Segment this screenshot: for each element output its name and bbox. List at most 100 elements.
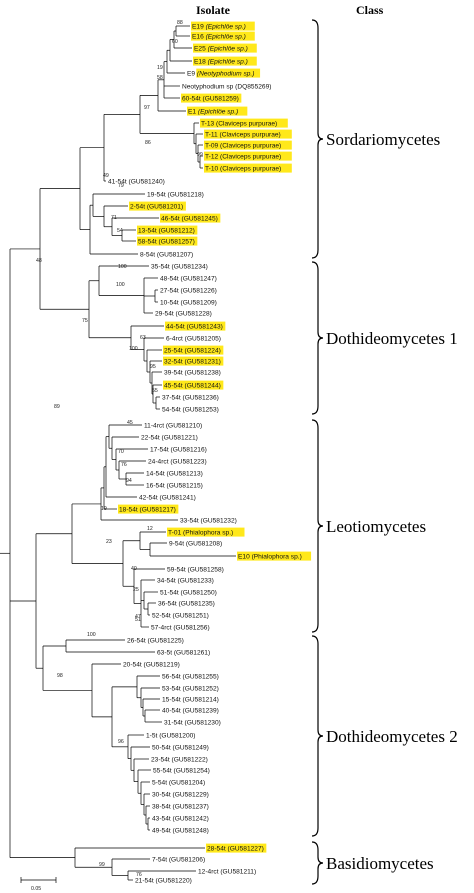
leaf-label-s2: 2-54t (GU581201)	[130, 203, 183, 210]
bootstrap-value: 89	[54, 404, 60, 410]
class-braces: Sordariomycetes Dothideomycetes 1 Leotiomy…	[311, 19, 458, 885]
leaf-label-s31: 31-54t (GU581230)	[164, 719, 221, 726]
leaf-label-s16: 16-54t (GU581215)	[146, 482, 203, 489]
leaf-label-r24: 24-4rct (GU581223)	[148, 458, 207, 465]
leaf-label-s52: 52-54t (GU581251)	[152, 612, 209, 619]
leaf-label-s18: 18-54t (GU581217)	[119, 506, 176, 513]
highlight-T13	[200, 118, 288, 128]
bootstrap-value: 88	[177, 20, 183, 26]
brace-sord	[311, 19, 324, 259]
bootstrap-labels: 8860195897869949797154100481007563100955…	[36, 20, 203, 878]
highlight-layer	[118, 21, 312, 853]
highlight-E9	[196, 68, 261, 78]
class-label-basi: Basidiomycetes	[326, 854, 434, 873]
leaf-label-s15: 15-54t (GU581214)	[162, 696, 219, 703]
leaf-label-s22: 22-54t (GU581221)	[141, 434, 198, 441]
brace-doth1	[311, 261, 324, 415]
bootstrap-value: 47	[135, 614, 141, 620]
leaf-label-E16: E16 (Epichlöe sp.)	[192, 33, 246, 40]
leaf-label-s42: 42-54t (GU581241)	[139, 494, 196, 501]
bootstrap-value: 86	[145, 140, 151, 146]
branches	[0, 25, 236, 881]
highlight-T10	[204, 163, 292, 173]
bootstrap-value: 100	[116, 282, 125, 288]
leaf-label-E10: E10 (Phialophora sp.)	[238, 553, 302, 560]
leaf-label-s10: 10-54t (GU581209)	[160, 299, 217, 306]
highlight-T01	[167, 527, 245, 537]
leaf-label-s25: 25-54t (GU581224)	[164, 347, 221, 354]
bootstrap-value: 100	[87, 632, 96, 638]
leaf-label-r57: 57-4rct (GU581256)	[151, 624, 210, 631]
leaf-label-s28: 28-54t (GU581227)	[207, 845, 264, 852]
leaf-label-s21: 21-54t (GU581220)	[135, 877, 192, 884]
leaf-label-s13: 13-54t (GU581212)	[138, 227, 195, 234]
bootstrap-value: 23	[106, 539, 112, 545]
highlight-E25	[193, 43, 257, 53]
bootstrap-value: 12	[147, 526, 153, 532]
bootstrap-value: 19	[157, 65, 163, 71]
bootstrap-value: 98	[57, 673, 63, 679]
highlight-s46	[160, 213, 221, 223]
leaf-label-s44: 44-54t (GU581243)	[166, 323, 223, 330]
bootstrap-value: 76	[121, 462, 127, 468]
leaf-label-s38: 38-54t (GU581237)	[152, 803, 209, 810]
highlight-s13	[137, 225, 198, 235]
highlight-s25	[163, 345, 224, 355]
bootstrap-value: 94	[126, 478, 132, 484]
bootstrap-value: 45	[127, 420, 133, 426]
leaf-label-s19: 19-54t (GU581218)	[147, 191, 204, 198]
leaf-label-s55: 55-54t (GU581254)	[153, 767, 210, 774]
leaf-label-s53: 53-54t (GU581252)	[162, 685, 219, 692]
highlight-E18	[193, 56, 257, 66]
leaf-label-s50: 50-54t (GU581249)	[152, 744, 209, 751]
leaf-label-s36: 36-54t (GU581235)	[158, 600, 215, 607]
bootstrap-value: 25	[133, 587, 139, 593]
scale-bar: 0.05	[20, 877, 57, 892]
highlight-E10	[237, 551, 312, 561]
leaf-label-s34: 34-54t (GU581233)	[157, 577, 214, 584]
class-label-doth2: Dothideomycetes 2	[326, 727, 458, 746]
leaf-label-s23: 23-54t (GU581222)	[151, 756, 208, 763]
bootstrap-value: 55	[152, 388, 158, 394]
bootstrap-value: 70	[118, 449, 124, 455]
leaf-note-E16: (Epichlöe sp.)	[204, 33, 246, 40]
bootstrap-value: 79	[118, 183, 124, 189]
leaf-label-s45: 45-54t (GU581244)	[164, 382, 221, 389]
leaf-label-T13: T-13 (Claviceps purpurae)	[201, 120, 277, 127]
bootstrap-value: 19	[101, 506, 107, 512]
leaf-label-s43: 43-54t (GU581242)	[152, 815, 209, 822]
leaf-label-s49: 49-54t (GU581248)	[152, 827, 209, 834]
bootstrap-value: 100	[118, 264, 127, 270]
bootstrap-value: 54	[117, 228, 123, 234]
leaf-label-s9: 9-54t (GU581208)	[169, 540, 222, 547]
leaf-label-s20: 20-54t (GU581219)	[123, 661, 180, 668]
bootstrap-value: 48	[36, 258, 42, 264]
scale-bar-label: 0.05	[31, 886, 41, 892]
leaf-label-T09: T-09 (Claviceps purpurae)	[205, 142, 281, 149]
leaf-note-E19: (Epichlöe sp.)	[204, 23, 246, 30]
highlight-T12	[204, 151, 292, 161]
bootstrap-value: 100	[129, 346, 138, 352]
leaf-label-s46: 46-54t (GU581245)	[161, 215, 218, 222]
highlight-s60	[181, 93, 242, 103]
leaf-label-s30: 30-54t (GU581229)	[152, 791, 209, 798]
bootstrap-value: 40	[131, 566, 137, 572]
highlight-T09	[204, 140, 292, 150]
leaf-label-s27: 27-54t (GU581226)	[160, 287, 217, 294]
highlight-s18	[118, 504, 179, 514]
brace-leot	[311, 419, 324, 633]
leaf-label-NeoDQ: Neotyphodium sp (DQ855269)	[182, 83, 271, 90]
leaf-note-E25: (Epichlöe sp.)	[206, 45, 248, 52]
class-header: Class	[356, 3, 384, 17]
leaf-label-s33: 33-54t (GU581232)	[180, 517, 237, 524]
leaf-label-r11: 11-4rct (GU581210)	[144, 422, 202, 429]
leaf-label-E25: E25 (Epichlöe sp.)	[194, 45, 248, 52]
bootstrap-value: 63	[140, 335, 146, 341]
leaf-label-s51: 51-54t (GU581250)	[160, 589, 217, 596]
leaf-label-T11: T-11 (Claviceps purpurae)	[205, 131, 281, 138]
leaf-label-T01: T-01 (Phialophora sp.)	[168, 529, 233, 536]
bootstrap-value: 99	[99, 862, 105, 868]
leaf-label-s17: 17-54t (GU581216)	[150, 446, 207, 453]
